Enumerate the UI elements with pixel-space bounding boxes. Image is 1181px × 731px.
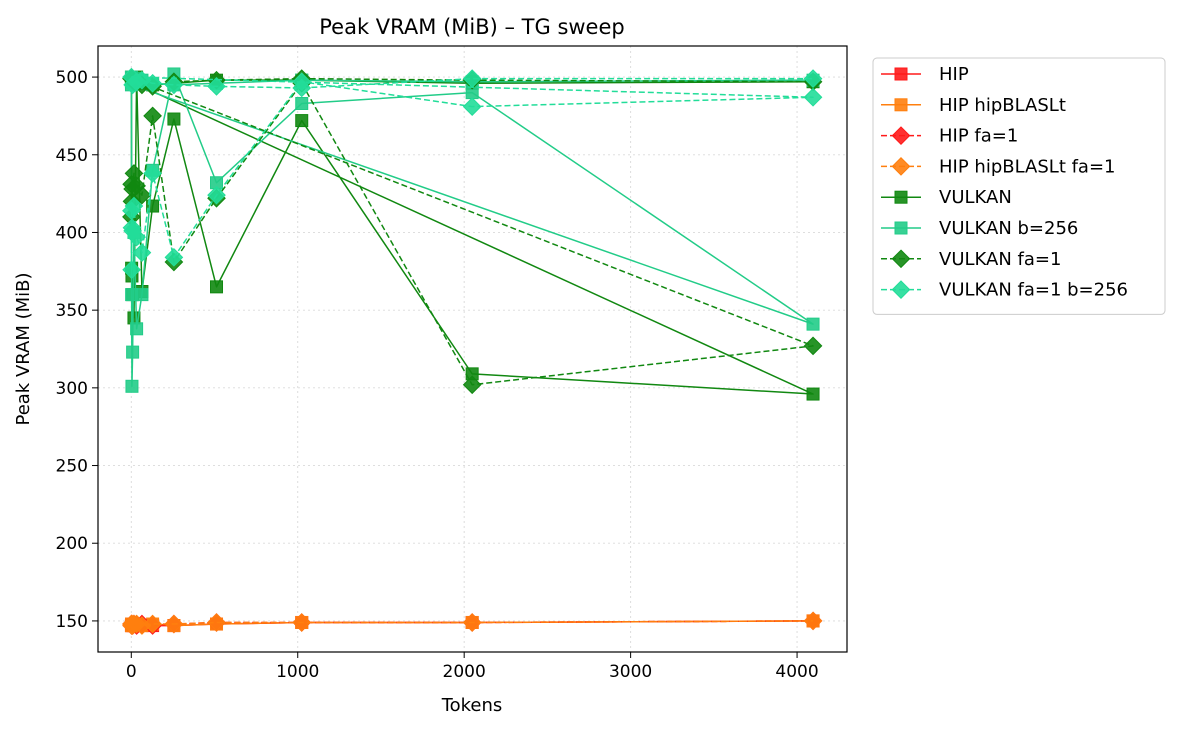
legend-label: VULKAN fa=1	[939, 249, 1061, 270]
data-point	[295, 114, 309, 128]
series-vulkan-fa-1-b-256	[122, 67, 823, 280]
data-point	[462, 97, 482, 116]
legend-label: HIP fa=1	[939, 126, 1018, 147]
x-axis: 0 1000 2000 3000 4000	[126, 652, 819, 682]
x-axis-label: Tokens	[441, 695, 503, 716]
series-line	[130, 76, 814, 395]
x-tick-label: 4000	[775, 662, 818, 682]
data-point	[167, 112, 181, 126]
series-hip-hipblaslt-fa-1	[122, 611, 823, 635]
legend: HIP HIP hipBLASLt HIP fa=1 HIP hipBLASLt fa…	[872, 57, 1166, 315]
data-point	[143, 164, 162, 183]
data-point	[143, 106, 162, 126]
legend-marker	[891, 249, 911, 269]
legend-marker	[894, 190, 908, 204]
data-point	[292, 78, 312, 98]
legend-item: VULKAN fa=1 b=256	[881, 280, 1128, 301]
data-point	[806, 387, 820, 401]
data-point	[143, 73, 162, 93]
legend-marker	[891, 126, 911, 145]
legend-label: HIP hipBLASLt	[939, 95, 1066, 116]
legend-frame	[872, 57, 1166, 315]
data-point	[124, 196, 144, 216]
data-point	[132, 185, 152, 205]
x-tick-label: 3000	[609, 662, 652, 682]
data-point	[132, 243, 152, 263]
series-vulkan	[124, 70, 820, 401]
y-tick-label: 500	[56, 68, 88, 88]
data-point	[164, 75, 184, 95]
legend-label: VULKAN	[939, 187, 1012, 208]
data-point	[207, 77, 226, 96]
data-point	[164, 614, 184, 634]
plot-frame	[97, 45, 848, 653]
legend-item: HIP fa=1	[881, 126, 1018, 147]
data-point	[210, 280, 224, 294]
data-point	[122, 260, 141, 280]
data-point	[803, 69, 823, 88]
legend-item: HIP hipBLASLt fa=1	[881, 156, 1116, 177]
series-line	[130, 77, 814, 386]
y-tick-label: 300	[56, 379, 88, 399]
legend-marker	[891, 157, 911, 176]
legend-item: HIP hipBLASLt	[881, 95, 1066, 116]
data-point	[143, 614, 162, 634]
data-point	[806, 317, 820, 331]
data-point	[803, 87, 823, 107]
chart-title: Peak VRAM (MiB) – TG sweep	[319, 15, 624, 39]
y-axis: 150 200 250 300 350 400 450 500	[56, 68, 98, 632]
y-axis-label: Peak VRAM (MiB)	[13, 272, 34, 425]
data-point	[292, 613, 312, 632]
legend-marker	[891, 280, 911, 299]
data-point	[803, 611, 823, 631]
legend-marker	[894, 98, 908, 112]
y-tick-label: 400	[56, 223, 88, 243]
legend-item: HIP	[881, 64, 969, 85]
legend-label: VULKAN b=256	[939, 218, 1078, 239]
data-point	[125, 379, 139, 393]
data-point	[207, 185, 226, 205]
data-point	[295, 96, 309, 110]
data-point	[462, 613, 482, 632]
y-tick-label: 250	[56, 457, 88, 477]
legend-item: VULKAN	[881, 187, 1012, 208]
y-tick-label: 450	[56, 146, 88, 166]
legend-marker	[894, 67, 908, 81]
legend-item: VULKAN fa=1	[881, 249, 1061, 270]
y-tick-label: 200	[56, 534, 88, 554]
grid	[98, 46, 847, 652]
legend-marker	[894, 221, 908, 235]
data-point	[207, 613, 226, 632]
y-tick-label: 150	[56, 612, 88, 632]
legend-label: HIP	[939, 64, 969, 85]
data-point	[135, 288, 149, 302]
data-point	[164, 247, 184, 267]
legend-item: VULKAN b=256	[881, 218, 1078, 239]
data-point	[127, 227, 146, 247]
data-point	[803, 336, 823, 356]
x-tick-label: 1000	[276, 662, 319, 682]
data-point	[462, 375, 482, 395]
series-layer	[122, 67, 823, 635]
legend-label: VULKAN fa=1 b=256	[939, 280, 1128, 301]
data-point	[130, 322, 144, 336]
x-tick-label: 2000	[443, 662, 486, 682]
y-tick-label: 350	[56, 301, 88, 321]
series-line	[130, 73, 814, 388]
data-point	[462, 69, 482, 88]
x-tick-label: 0	[126, 662, 137, 682]
legend-label: HIP hipBLASLt fa=1	[939, 156, 1116, 177]
data-point	[126, 345, 140, 359]
